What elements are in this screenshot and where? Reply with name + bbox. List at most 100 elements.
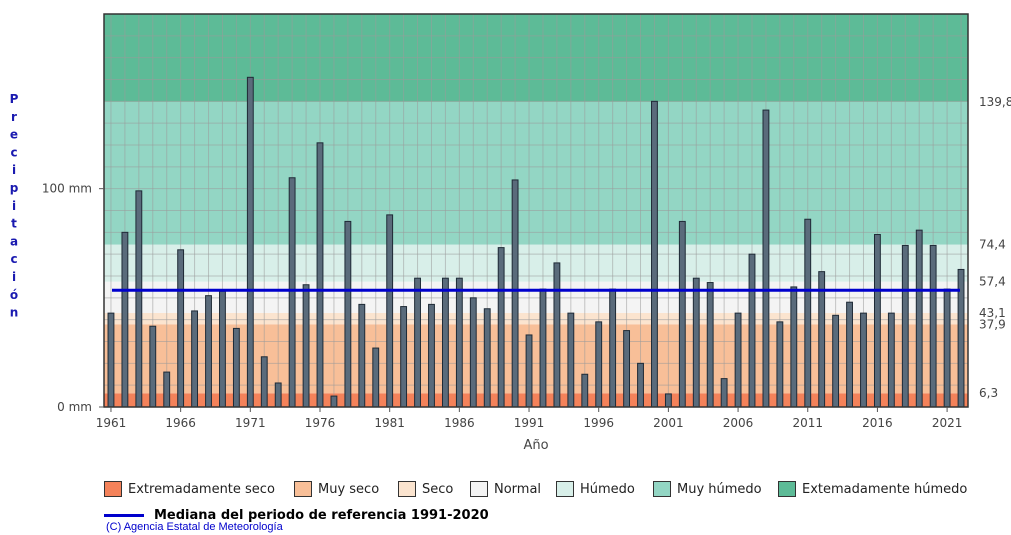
bar-2016 [873,234,881,408]
bar-1975 [302,284,310,408]
x-tick-label: 1976 [305,416,336,430]
y-axis-label-letter: r [11,110,17,124]
bar-1982 [400,306,408,408]
legend-item-humedo: Húmedo [556,479,635,499]
bar-1984 [428,303,435,408]
bar-1967 [191,310,199,408]
legend-label: Extemadamente húmedo [802,481,968,497]
legend-label: Húmedo [580,481,635,497]
legend-item-muy-seco: Muy seco [294,479,379,499]
bar-1996 [595,321,603,408]
bar-1989 [497,247,505,408]
bar-1998 [623,330,631,408]
threshold-label: 6,3 [979,386,998,400]
y-axis-label-letter: ó [10,288,18,302]
x-tick-label: 2021 [932,416,963,430]
legend-label: Extremadamente seco [128,481,275,497]
bar-1992 [539,288,547,408]
bar-1966 [177,249,185,408]
legend-item-normal: Normal [470,479,541,499]
x-tick-label: 1966 [165,416,196,430]
y-axis-label-letter: n [10,306,19,320]
bar-1986 [455,277,463,408]
legend-item-extremadamente-humedo: Extemadamente húmedo [778,479,967,499]
y-axis-label-letter: i [12,199,16,213]
y-axis-label-letter: p [10,181,19,195]
bar-1962 [121,231,129,408]
bar-1995 [581,373,589,408]
bar-1969 [219,290,226,408]
bar-1985 [441,277,449,408]
legend-label: Muy seco [318,481,380,497]
bar-1965 [163,371,171,408]
legend-swatch [778,481,796,497]
bar-2013 [832,314,840,408]
bar-2015 [860,312,867,408]
legend-swatch [470,481,488,497]
legend-swatch [294,481,312,497]
median-legend-line [104,513,144,517]
bar-1988 [483,308,491,408]
legend-swatch [556,481,574,497]
legend-swatch [398,481,416,497]
bar-2002 [678,220,686,408]
x-tick-label: 2011 [792,416,823,430]
bar-2006 [734,312,742,408]
threshold-label: 139,8 [979,95,1011,109]
bar-1990 [511,179,519,408]
bar-2017 [887,312,895,408]
x-tick-label: 1996 [583,416,614,430]
copyright-link[interactable]: (C) Agencia Estatal de Meteorología [106,521,283,533]
y-axis-label-letter: P [10,92,19,106]
x-tick-label: 1991 [514,416,545,430]
bar-1974 [288,177,296,408]
median-legend: Mediana del periodo de referencia 1991-2… [104,506,489,524]
median-legend-label: Mediana del periodo de referencia 1991-2… [154,507,489,523]
bar-2012 [818,271,826,408]
bar-2020 [929,244,937,408]
bar-1972 [260,356,268,408]
legend-item-muy-humedo: Muy húmedo [653,479,762,499]
legend: Extremadamente seco Muy seco Seco Normal… [104,479,1004,501]
bar-2008 [762,109,770,408]
legend-item-extremadamente-seco: Extremadamente seco [104,479,275,499]
y-axis-label-letter: i [12,163,16,177]
legend-swatch [104,481,122,497]
x-tick-label: 1971 [235,416,266,430]
plot-frame [103,13,969,408]
bar-1961 [107,312,115,408]
bar-1991 [525,334,533,408]
x-tick-label: 2016 [862,416,893,430]
bar-1976 [316,142,324,408]
y-axis-label-letter: e [10,128,18,142]
bar-1997 [609,288,617,408]
bar-1981 [386,214,394,408]
bar-1993 [553,262,561,408]
bar-1987 [469,297,477,408]
threshold-label: 37,9 [979,317,1006,331]
bar-2001 [664,393,672,408]
bar-1983 [414,277,421,408]
bar-2014 [846,301,853,408]
y-axis-label-letter: t [11,217,17,231]
x-axis-label: Año [523,438,548,453]
bar-1971 [246,76,254,408]
bar-2010 [790,286,798,408]
y-tick-label: 0 mm [57,400,92,414]
bar-2009 [776,321,784,408]
bar-1978 [344,220,352,408]
y-axis-label-letter: a [10,234,18,248]
bar-2005 [720,378,728,408]
legend-item-seco: Seco [398,479,453,499]
y-axis-label-letter: c [10,145,17,159]
bar-1994 [567,312,575,408]
bar-1973 [274,382,282,408]
band-seco [104,312,968,325]
bar-2003 [692,277,700,408]
legend-label: Muy húmedo [677,481,762,497]
x-tick-label: 2001 [653,416,684,430]
x-tick-label: 2006 [723,416,754,430]
bar-1980 [372,347,380,408]
chart-svg: 1961 1966 1971 1976 1981 1986 1991 1996 2001 2006… [10,13,1011,453]
